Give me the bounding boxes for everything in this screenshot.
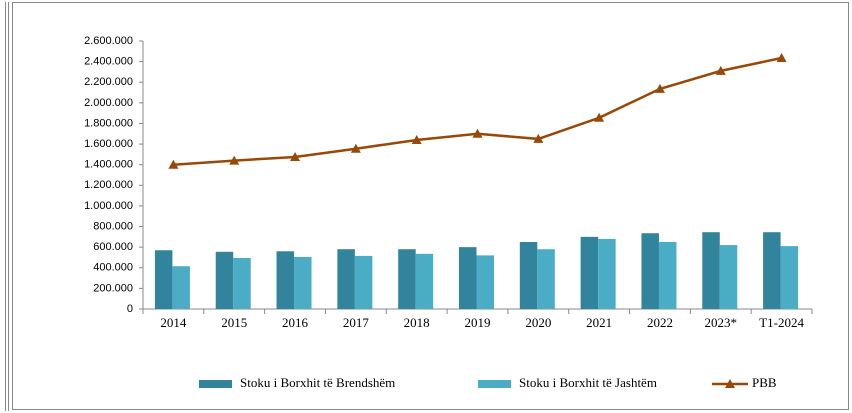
x-tick-label: 2020: [525, 315, 551, 330]
bar: [233, 257, 251, 309]
marker: [776, 53, 787, 63]
y-tick-label: 2.200.000: [84, 76, 133, 88]
bar: [580, 236, 599, 309]
legend-swatch: [725, 379, 735, 388]
marker: [229, 155, 240, 165]
x-tick-label: 2015: [221, 315, 247, 330]
marker: [594, 112, 605, 122]
marker: [654, 83, 665, 93]
x-tick-label: 2023*: [705, 315, 738, 330]
bar: [415, 253, 434, 309]
frame: [12, 2, 849, 410]
bar: [398, 249, 416, 309]
bar: [459, 247, 477, 309]
y-tick-label: 400.000: [93, 262, 133, 274]
legend-swatch: [478, 380, 511, 388]
bar: [658, 242, 677, 309]
bar: [780, 246, 799, 309]
bar: [276, 251, 295, 309]
legend-swatch: [199, 380, 232, 388]
x-tick-label: 2022: [647, 315, 673, 330]
bar: [598, 238, 616, 309]
x-tick-label: T1-2024: [759, 315, 804, 330]
marker: [350, 143, 361, 153]
bar: [154, 250, 173, 309]
y-tick-label: 1.200.000: [84, 179, 133, 191]
y-tick-label: 1.800.000: [84, 117, 133, 129]
marker: [411, 134, 422, 144]
bar: [172, 266, 190, 309]
line: [173, 56, 782, 166]
y-tick-label: 2.600.000: [84, 35, 133, 47]
x-tick-label: 2016: [282, 315, 309, 330]
y-tick-label: 0: [127, 303, 133, 315]
bar: [215, 251, 234, 309]
marker: [168, 159, 179, 169]
y-tick-label: 1.400.000: [84, 159, 133, 171]
marker: [715, 65, 726, 75]
y-tick-label: 2.400.000: [84, 56, 133, 68]
x-tick-label: 2018: [404, 315, 430, 330]
x-tick-label: 2014: [160, 315, 187, 330]
x-tick-label: 2017: [343, 315, 370, 330]
bar: [294, 256, 312, 309]
bar: [641, 233, 659, 309]
x-tick-label: 2021: [586, 315, 612, 330]
bar: [763, 232, 781, 309]
y-tick-label: 2.000.000: [84, 97, 133, 109]
legend-label: Stoku i Borxhit të Jashtëm: [519, 375, 657, 390]
bar: [337, 249, 355, 309]
y-tick-label: 1.000.000: [84, 200, 133, 212]
bar: [476, 255, 494, 309]
y-tick-label: 1.600.000: [84, 138, 133, 150]
marker: [533, 133, 544, 143]
bar: [702, 232, 720, 309]
bar: [719, 245, 738, 309]
legend-label: Stoku i Borxhit të Brendshëm: [240, 375, 395, 390]
y-tick-label: 800.000: [93, 220, 133, 232]
x-tick-label: 2019: [465, 315, 491, 330]
bar: [537, 249, 555, 309]
marker: [290, 151, 301, 161]
marker: [472, 128, 483, 138]
legend-label: PBB: [752, 375, 777, 390]
y-tick-label: 600.000: [93, 241, 133, 253]
bar: [519, 242, 538, 309]
bar: [354, 255, 373, 309]
y-tick-label: 200.000: [93, 282, 133, 294]
